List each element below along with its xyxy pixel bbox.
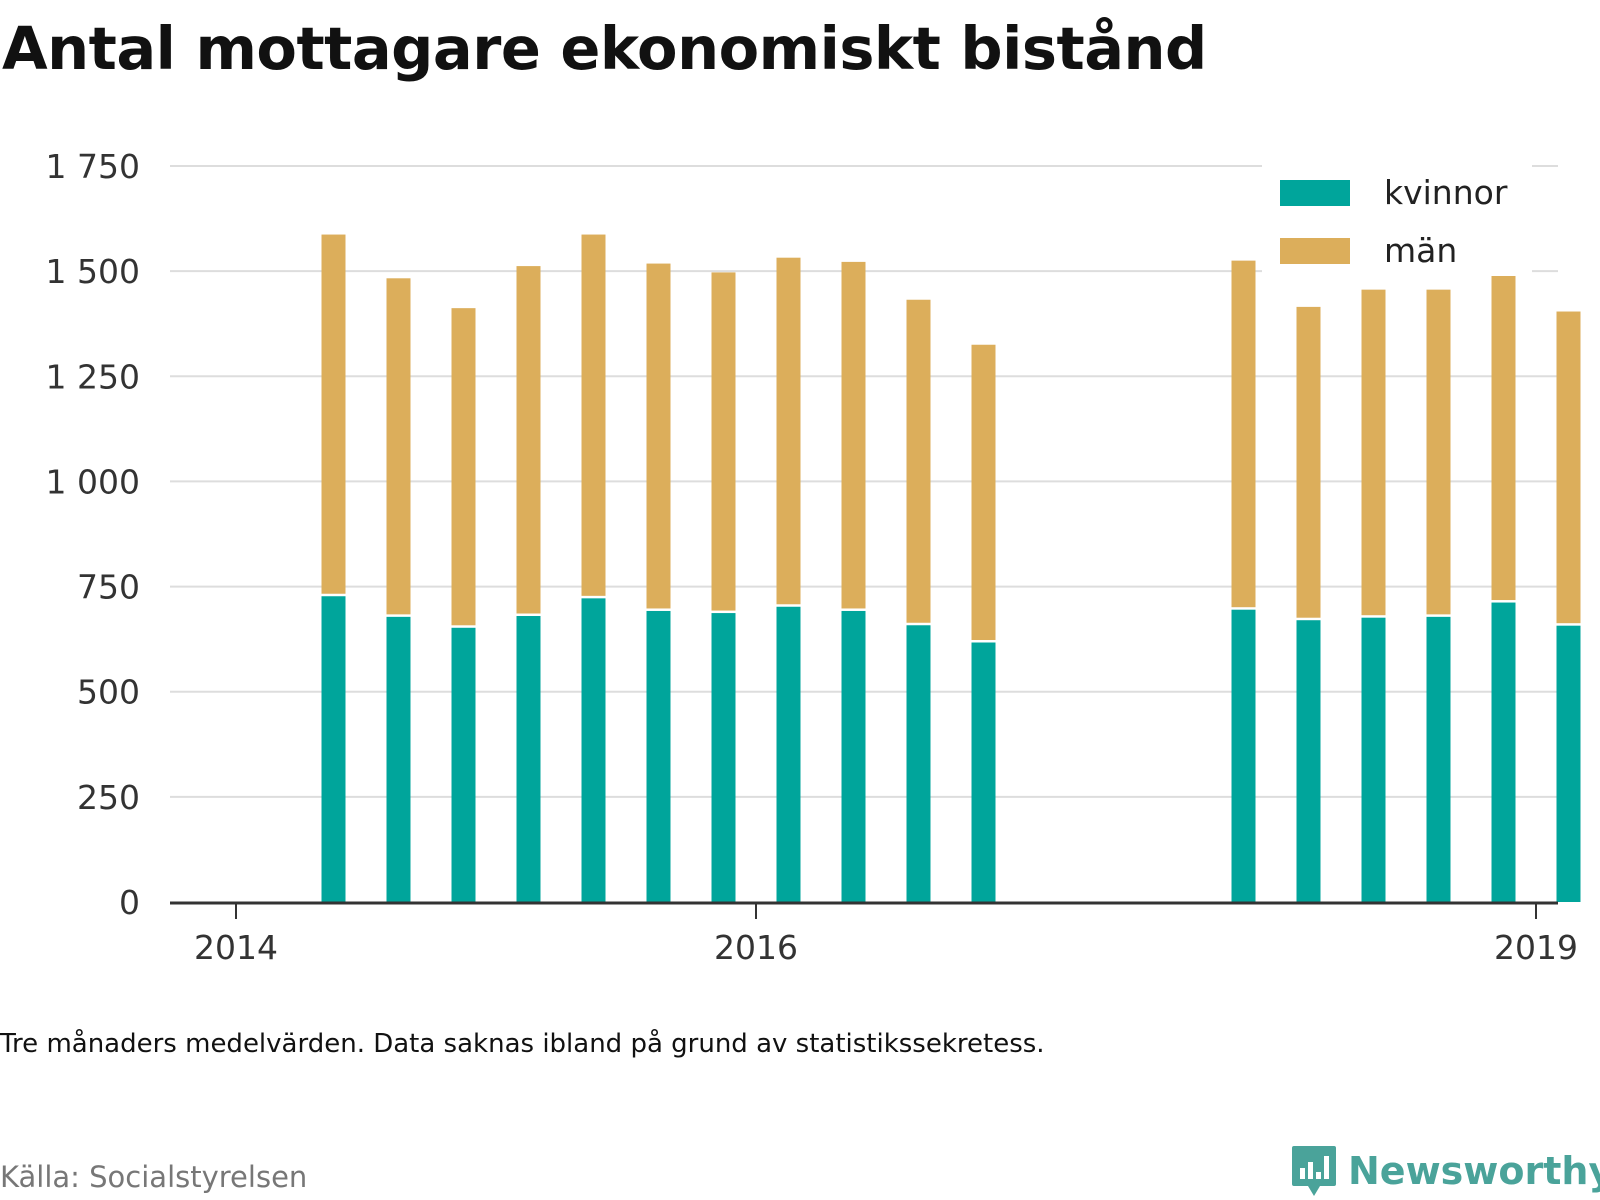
newsworthy-logo-icon <box>1292 1146 1336 1196</box>
bar-kvinnor <box>1426 616 1451 902</box>
x-tick-label: 2014 <box>194 928 278 967</box>
bar-man <box>451 308 476 626</box>
y-tick-label: 0 <box>119 883 140 922</box>
y-tick-label: 1 250 <box>46 357 140 396</box>
bar-kvinnor <box>1556 625 1581 902</box>
bar-man <box>711 272 736 611</box>
y-axis-ticks: 0 250 500 750 1 000 1 250 1 500 1 750 <box>46 147 140 922</box>
bar-man <box>386 278 411 615</box>
bar-kvinnor <box>971 642 996 902</box>
stacked-bar-chart: 0 250 500 750 1 000 1 250 1 500 1 750 2014 2016 2… <box>46 147 1581 967</box>
bar-kvinnor <box>1231 609 1256 902</box>
bar-man <box>1361 289 1386 616</box>
bar-kvinnor <box>711 613 736 902</box>
legend: kvinnor män <box>1262 164 1532 276</box>
legend-label: kvinnor <box>1384 173 1508 212</box>
bar-man <box>1426 289 1451 615</box>
bar-kvinnor <box>1296 620 1321 902</box>
bar-kvinnor <box>451 627 476 902</box>
legend-swatch <box>1280 238 1350 264</box>
bar-kvinnor <box>581 598 606 902</box>
bar-man <box>906 299 931 623</box>
bar-man <box>776 257 801 605</box>
x-axis: 20142016201920212023 <box>170 901 1578 967</box>
source-text: Källa: Socialstyrelsen <box>0 1160 308 1194</box>
legend-label: män <box>1384 231 1457 270</box>
bar-man <box>321 234 346 594</box>
bars <box>321 234 1581 902</box>
bar-kvinnor <box>776 606 801 902</box>
bar-kvinnor <box>386 616 411 902</box>
chart-title: Antal mottagare ekonomiskt bistånd <box>2 14 1207 83</box>
y-tick-label: 500 <box>77 673 140 712</box>
bar-man <box>1231 260 1256 608</box>
bar-kvinnor <box>906 625 931 902</box>
x-tick-label: 2019 <box>1494 928 1578 967</box>
chart-note: Tre månaders medelvärden. Data saknas ib… <box>0 1029 1045 1059</box>
bar-kvinnor <box>321 596 346 902</box>
bar-kvinnor <box>1361 617 1386 902</box>
bar-man <box>1491 250 1516 601</box>
legend-swatch <box>1280 180 1350 206</box>
bar-man <box>646 263 671 609</box>
bar-man <box>516 266 541 614</box>
bar-kvinnor <box>646 610 671 902</box>
bar-man <box>841 261 866 609</box>
bar-man <box>1296 306 1321 618</box>
brand-logo: Newsworthy <box>1290 1144 1600 1198</box>
bar-man <box>1556 311 1581 624</box>
bar-kvinnor <box>841 610 866 902</box>
bar-man <box>581 234 606 596</box>
y-tick-label: 1 500 <box>46 252 140 291</box>
x-tick-label: 2016 <box>714 928 798 967</box>
bar-kvinnor <box>1491 602 1516 902</box>
y-tick-label: 1 000 <box>46 462 140 501</box>
y-tick-label: 250 <box>77 778 140 817</box>
bar-man <box>971 344 996 641</box>
y-tick-label: 750 <box>77 568 140 607</box>
brand-name: Newsworthy <box>1348 1149 1600 1193</box>
bar-kvinnor <box>516 616 541 902</box>
y-tick-label: 1 750 <box>46 147 140 186</box>
